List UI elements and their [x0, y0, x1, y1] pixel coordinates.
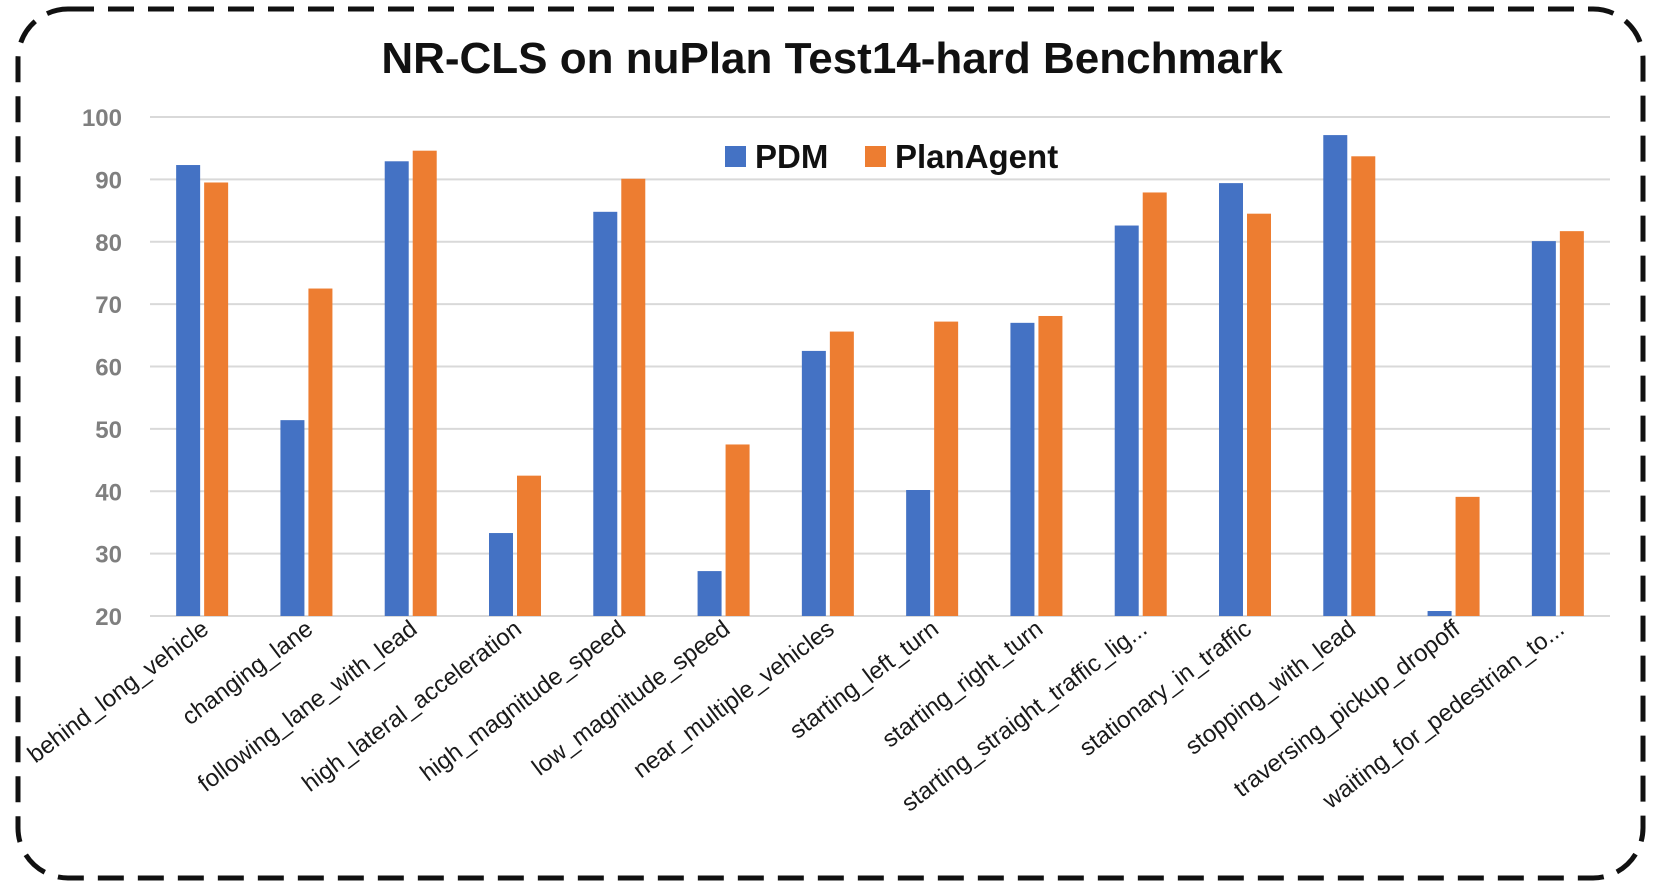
bar-planagent-stopping-with-lead [1351, 156, 1375, 616]
bar-pdm-following-lane-with-lead [385, 161, 409, 616]
y-tick-label: 100 [82, 105, 122, 132]
y-axis-ticks: 20 30 40 50 60 70 80 90 100 [82, 105, 122, 631]
x-tick-label: stopping_with_lead [1181, 615, 1361, 760]
legend-label-planagent: PlanAgent [895, 138, 1058, 175]
y-tick-label: 30 [95, 542, 122, 569]
gridlines [150, 117, 1610, 616]
x-tick-label: behind_long_vehicle [23, 615, 214, 768]
bar-pdm-high-lateral-acceleration [489, 533, 513, 616]
bar-pdm-waiting-for-pedestrian-to [1532, 241, 1556, 616]
x-tick-label: high_magnitude_speed [415, 615, 631, 787]
x-tick-label: stationary_in_traffic [1075, 615, 1257, 762]
bar-planagent-low-magnitude-speed [726, 444, 750, 616]
bar-pdm-behind-long-vehicle [176, 165, 200, 616]
legend: PDM PlanAgent [725, 138, 1058, 175]
bar-planagent-following-lane-with-lead [413, 151, 437, 616]
y-tick-label: 40 [95, 479, 122, 506]
bar-planagent-stationary-in-traffic [1247, 214, 1271, 616]
legend-swatch-planagent [865, 146, 886, 167]
bar-pdm-near-multiple-vehicles [802, 351, 826, 616]
bar-planagent-high-magnitude-speed [621, 179, 645, 616]
legend-swatch-pdm [725, 146, 746, 167]
bar-planagent-behind-long-vehicle [204, 182, 228, 616]
bar-pdm-starting-straight-traffic-lig [1115, 226, 1139, 616]
bar-pdm-starting-left-turn [906, 490, 930, 616]
chart-title: NR-CLS on nuPlan Test14-hard Benchmark [381, 34, 1283, 83]
bar-planagent-starting-right-turn [1038, 316, 1062, 616]
y-tick-label: 90 [95, 167, 122, 194]
x-axis-ticks: behind_long_vehiclechanging_lanefollowin… [23, 615, 1570, 817]
y-tick-label: 80 [95, 230, 122, 257]
bar-pdm-high-magnitude-speed [593, 212, 617, 616]
bar-planagent-starting-straight-traffic-lig [1143, 192, 1167, 616]
bar-planagent-traversing-pickup-dropoff [1456, 497, 1480, 616]
bar-planagent-changing-lane [308, 289, 332, 616]
bar-planagent-starting-left-turn [934, 322, 958, 616]
x-tick-label: near_multiple_vehicles [628, 615, 839, 783]
y-tick-label: 50 [95, 417, 122, 444]
bar-planagent-high-lateral-acceleration [517, 476, 541, 616]
bars [176, 135, 1584, 616]
bar-planagent-waiting-for-pedestrian-to [1560, 231, 1584, 616]
bar-pdm-stationary-in-traffic [1219, 183, 1243, 616]
bar-pdm-changing-lane [280, 420, 304, 616]
y-tick-label: 60 [95, 355, 122, 382]
y-tick-label: 70 [95, 292, 122, 319]
y-tick-label: 20 [95, 604, 122, 631]
bar-pdm-low-magnitude-speed [698, 571, 722, 616]
legend-label-pdm: PDM [755, 138, 828, 175]
bar-pdm-stopping-with-lead [1323, 135, 1347, 616]
bar-planagent-near-multiple-vehicles [830, 332, 854, 616]
x-tick-label: low_magnitude_speed [527, 615, 735, 781]
bar-pdm-starting-right-turn [1010, 323, 1034, 616]
